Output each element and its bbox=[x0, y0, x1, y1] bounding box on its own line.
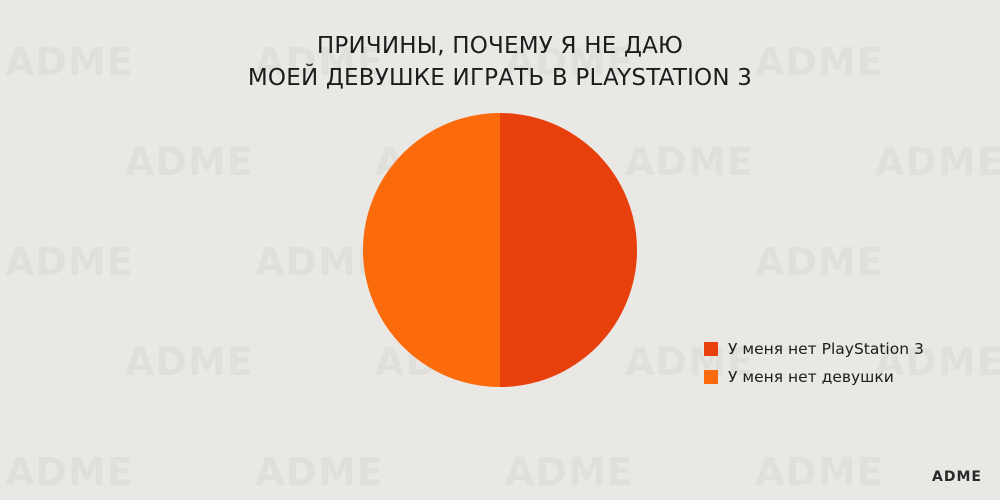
chart-title-line-1: ПРИЧИНЫ, ПОЧЕМУ Я НЕ ДАЮ bbox=[316, 33, 684, 59]
chart-legend: У меня нет PlayStation 3 У меня нет деву… bbox=[704, 335, 924, 391]
pie-slice-no-playstation bbox=[500, 113, 637, 387]
legend-swatch-no-girlfriend bbox=[704, 370, 718, 384]
watermark-text: ADME bbox=[125, 140, 254, 184]
watermark-text: ADME bbox=[5, 240, 134, 284]
watermark-text: ADME bbox=[875, 140, 1000, 184]
legend-item-no-girlfriend: У меня нет девушки bbox=[704, 363, 924, 391]
legend-item-no-playstation: У меня нет PlayStation 3 bbox=[704, 335, 924, 363]
legend-label-no-girlfriend: У меня нет девушки bbox=[728, 368, 894, 386]
legend-swatch-no-playstation bbox=[704, 342, 718, 356]
legend-label-no-playstation: У меня нет PlayStation 3 bbox=[728, 340, 924, 358]
pie-chart bbox=[363, 113, 637, 387]
watermark-text: ADME bbox=[505, 450, 634, 494]
chart-title-line-2: МОЕЙ ДЕВУШКЕ ИГРАТЬ В PLAYSTATION 3 bbox=[247, 65, 753, 91]
pie-slice-no-girlfriend bbox=[363, 113, 500, 387]
adme-logo: ADME bbox=[932, 469, 982, 485]
watermark-text: ADME bbox=[125, 340, 254, 384]
watermark-text: ADME bbox=[755, 450, 884, 494]
watermark-text: ADME bbox=[255, 450, 384, 494]
chart-title: ПРИЧИНЫ, ПОЧЕМУ Я НЕ ДАЮ МОЕЙ ДЕВУШКЕ ИГ… bbox=[0, 30, 1000, 94]
watermark-text: ADME bbox=[755, 240, 884, 284]
watermark-text: ADME bbox=[5, 450, 134, 494]
watermark-text: ADME bbox=[625, 140, 754, 184]
